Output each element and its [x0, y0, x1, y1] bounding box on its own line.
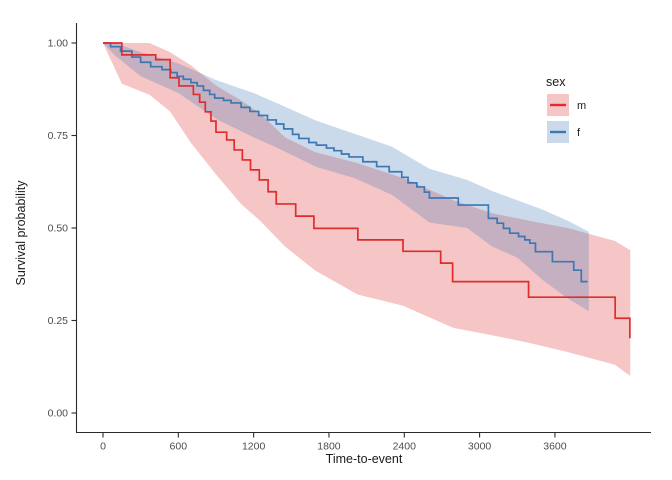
legend: sex m f: [546, 75, 586, 143]
y-axis-title: Survival probability: [14, 180, 28, 286]
legend-item-m: m: [547, 94, 586, 116]
x-tick-label: 1800: [317, 441, 341, 453]
x-axis-title: Time-to-event: [326, 452, 403, 466]
y-tick-label: 0.50: [48, 223, 69, 235]
survival-curves: [103, 42, 631, 339]
legend-label-m: m: [577, 100, 586, 112]
confidence-band-f: [103, 43, 589, 312]
confidence-band-m: [103, 43, 631, 376]
axes: 0 600 1200 1800 2400 3000 3600 0.00 0.25 0.50 0.7…: [48, 23, 651, 453]
survival-curve-m: [103, 42, 631, 339]
survival-curve-f: [103, 42, 588, 283]
x-tick-label: 3600: [543, 441, 567, 453]
x-axis-ticks: 0 600 1200 1800 2400 3000 3600: [100, 432, 567, 453]
y-tick-label: 1.00: [48, 38, 69, 50]
confidence-bands: [103, 43, 631, 376]
x-tick-label: 600: [170, 441, 188, 453]
x-tick-label: 3000: [468, 441, 492, 453]
y-tick-label: 0.25: [48, 315, 69, 327]
legend-label-f: f: [577, 127, 581, 139]
x-tick-label: 1200: [242, 441, 266, 453]
y-tick-label: 0.00: [48, 408, 69, 420]
y-axis-ticks: 0.00 0.25 0.50 0.75 1.00: [48, 38, 77, 420]
x-tick-label: 2400: [393, 441, 417, 453]
x-tick-label: 0: [100, 441, 106, 453]
y-tick-label: 0.75: [48, 130, 69, 142]
legend-item-f: f: [547, 121, 581, 143]
legend-title: sex: [546, 75, 566, 89]
